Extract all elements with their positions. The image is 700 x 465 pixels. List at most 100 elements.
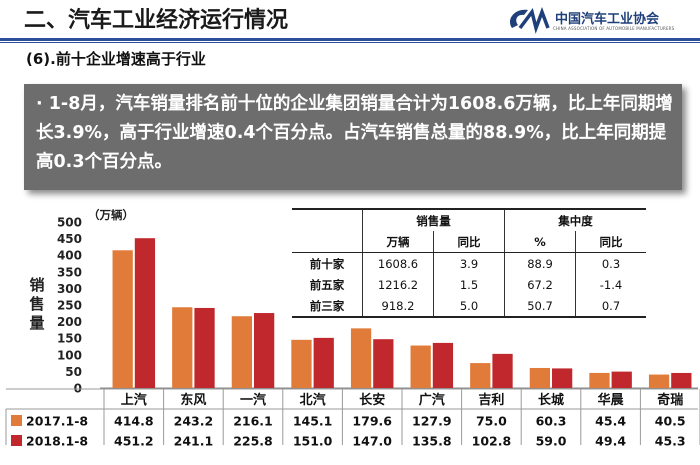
x-tick-label: 奇瑞: [657, 392, 683, 408]
bar-2018.1-8: [432, 342, 454, 388]
bar-2017.1-8: [589, 372, 610, 388]
page-title: 二、汽车工业经济运行情况: [24, 8, 289, 33]
summary-text: 1-8月，汽车销量排名前十位的企业集团销量合计为1608.6万辆，比上年同期增长…: [36, 94, 673, 172]
caam-logo-icon: [509, 7, 550, 34]
data-label: 49.4: [595, 434, 626, 449]
summary-bullet: ·: [36, 94, 43, 114]
data-label: 451.2: [114, 434, 154, 449]
table-cell: 3.9: [433, 252, 505, 274]
table-cell: 0.3: [601, 256, 621, 271]
bar-2018.1-8: [552, 368, 573, 388]
y-tick-label: 50: [65, 365, 82, 379]
y-tick-label: 150: [57, 332, 82, 346]
x-tick-label: 长安: [359, 392, 385, 408]
data-label: 241.1: [174, 434, 214, 449]
data-label: 145.1: [293, 414, 333, 429]
data-label: 60.3: [536, 414, 567, 429]
y-tick-label: 350: [57, 265, 82, 279]
header-rule: [0, 38, 700, 41]
table-row-label: 前十家: [292, 252, 363, 274]
bar-2017.1-8: [291, 339, 312, 388]
logo-name: 中国汽车工业协会: [555, 12, 660, 27]
bar-2018.1-8: [313, 337, 334, 388]
table-row-label: 前三家: [292, 295, 363, 318]
y-tick-label: 400: [57, 249, 82, 263]
table-cell: 1.5: [433, 274, 505, 295]
table-row: 前五家 1216.2 1.5 67.2 -1.4: [292, 274, 646, 295]
x-tick-label: 长城: [538, 392, 564, 408]
data-label: 40.5: [655, 414, 686, 429]
table-cell: 67.2: [504, 274, 576, 295]
x-tick-label: 广汽: [419, 392, 445, 408]
table-corner: [292, 208, 363, 231]
table-corner: [292, 231, 363, 253]
bar-2018.1-8: [492, 353, 513, 388]
data-label: 102.8: [472, 434, 512, 449]
x-tick-label: 上汽: [121, 392, 147, 408]
bar-2017.1-8: [172, 307, 193, 388]
data-label: 151.0: [293, 434, 333, 449]
table-group-header: 销售量: [362, 208, 505, 231]
table-sub-header: 同比: [575, 231, 646, 253]
bar-2017.1-8: [410, 345, 431, 388]
y-tick-label: 200: [57, 315, 82, 329]
x-tick-label: 吉利: [478, 392, 504, 408]
x-tick-label: 东风: [180, 392, 206, 408]
table-sub-header: 万辆: [362, 231, 434, 253]
y-tick-label: 300: [57, 282, 82, 296]
bar-2017.1-8: [231, 316, 252, 388]
bar-2018.1-8: [373, 339, 394, 388]
table-row: 前十家 1608.6 3.9 88.9 0.3: [292, 252, 646, 274]
bar-2018.1-8: [254, 313, 275, 388]
concentration-table: 销售量 集中度 万辆 同比 % 同比 前十家 1608.6 3.9 88.9 0…: [292, 208, 646, 318]
x-tick-label: 北汽: [300, 392, 326, 408]
data-label: 243.2: [174, 414, 214, 429]
table-cell: 1608.6: [362, 252, 434, 274]
table-sub-header: %: [504, 231, 576, 253]
table-cell: 50.7: [504, 295, 576, 318]
bar-2018.1-8: [671, 372, 692, 388]
table-row: 前三家 918.2 5.0 50.7 0.7: [292, 295, 646, 318]
bar-2017.1-8: [112, 250, 133, 388]
y-tick-label: 500: [57, 216, 82, 230]
data-label: 45.4: [595, 414, 626, 429]
data-label: 75.0: [476, 414, 507, 429]
bar-2017.1-8: [648, 374, 670, 388]
legend-swatch: [11, 435, 22, 446]
x-tick-label: 一汽: [240, 392, 266, 408]
section-subtitle: (6).前十企业增速高于行业: [26, 50, 206, 68]
table-cell: -1.4: [599, 277, 623, 292]
bar-2017.1-8: [529, 367, 550, 388]
data-label: 59.0: [536, 434, 567, 449]
table-cell: 918.2: [362, 295, 434, 318]
bar-2018.1-8: [194, 307, 215, 388]
y-tick-label: 100: [57, 348, 82, 362]
chart-y-axis-label: 销售量: [29, 276, 45, 332]
table-row-label: 前五家: [292, 274, 363, 295]
table-cell: 0.7: [575, 295, 646, 318]
legend-label: 2018.1-8: [26, 434, 88, 449]
table-cell: 88.9: [504, 252, 576, 274]
y-tick-label: 450: [57, 232, 82, 246]
data-label: 216.1: [233, 414, 273, 429]
table-cell: 1216.2: [362, 274, 434, 295]
logo-subtitle: CHINA ASSOCIATION OF AUTOMOBILE MANUFACT…: [553, 26, 675, 31]
data-label: 135.8: [412, 434, 452, 449]
header-rule-thin: [0, 42, 700, 43]
x-tick-label: 华晨: [598, 392, 625, 408]
data-label: 179.6: [352, 414, 392, 429]
y-tick-label: 250: [57, 299, 82, 313]
table-sub-header: 同比: [433, 231, 505, 253]
chart-unit-label: （万辆）: [88, 208, 134, 222]
bar-2018.1-8: [611, 371, 632, 388]
summary-box: · 1-8月，汽车销量排名前十位的企业集团销量合计为1608.6万辆，比上年同期…: [24, 84, 682, 190]
data-label: 127.9: [412, 414, 452, 429]
data-label: 147.0: [352, 434, 392, 449]
bar-2018.1-8: [134, 238, 156, 388]
summary-paragraph: · 1-8月，汽车销量排名前十位的企业集团销量合计为1608.6万辆，比上年同期…: [36, 90, 676, 177]
data-label: 414.8: [114, 414, 154, 429]
legend-swatch: [11, 415, 22, 426]
bar-2017.1-8: [350, 328, 372, 388]
data-label: 45.3: [655, 434, 686, 449]
